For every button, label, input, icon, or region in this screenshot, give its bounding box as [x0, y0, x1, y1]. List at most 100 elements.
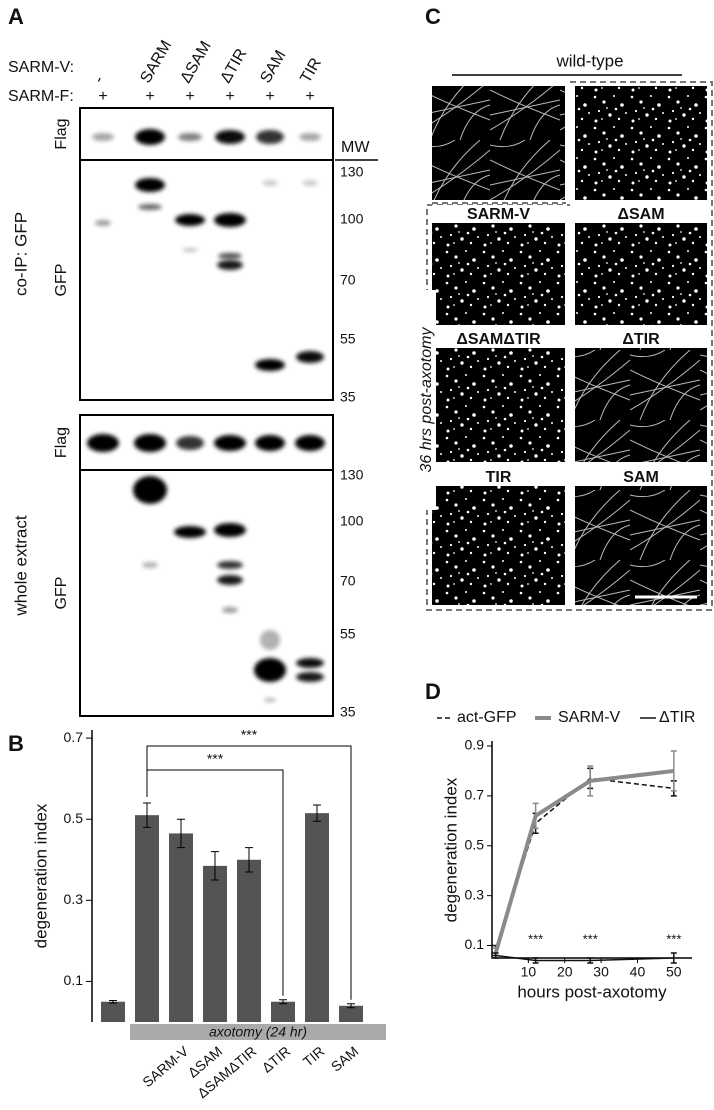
- x-axis-label: hours post-axotomy: [517, 982, 667, 1001]
- lane-sign: +: [265, 88, 274, 105]
- lane-sign: +: [225, 88, 234, 105]
- blot-band: [182, 248, 198, 252]
- mw-label: 100: [340, 513, 364, 529]
- blot-band: [296, 672, 324, 682]
- y-tick-label: 0.7: [465, 787, 485, 803]
- blot-band: [299, 133, 321, 141]
- mw-label: 55: [340, 331, 356, 347]
- mw-label: 130: [340, 467, 364, 483]
- row-label: SARM-V:: [8, 59, 74, 76]
- blot-band: [255, 359, 285, 371]
- lane-label: ΔTIR: [217, 46, 250, 86]
- blot-band: [217, 561, 243, 569]
- lane-sign: +: [98, 88, 107, 105]
- error-bar: [532, 802, 539, 830]
- blot-band: [264, 698, 276, 702]
- error-bar: [109, 1000, 117, 1004]
- error-bar: [279, 999, 287, 1005]
- group-bar: [130, 1024, 386, 1040]
- group-label: axotomy (24 hr): [209, 1024, 307, 1040]
- blot-title: co-IP: GFP: [11, 212, 30, 296]
- strip-label: Flag: [53, 118, 70, 149]
- blot-band: [176, 436, 204, 450]
- blot-border: [79, 414, 334, 717]
- blot-band: [262, 180, 278, 186]
- error-bar: [670, 952, 677, 964]
- blot-band: [135, 129, 165, 145]
- series-line: [495, 954, 674, 962]
- panel-label: B: [8, 731, 24, 756]
- x-tick-label: SARM-V: [139, 1042, 192, 1090]
- blot-band: [95, 220, 111, 226]
- bracket: [146, 745, 352, 1000]
- blot-band: [214, 523, 246, 537]
- series-line: [493, 768, 675, 954]
- x-tick-label: 30: [593, 964, 609, 980]
- panel-label: A: [8, 4, 24, 29]
- blot-band: [215, 130, 245, 144]
- mw-label: 70: [340, 272, 356, 288]
- lane-sign: +: [305, 88, 314, 105]
- x-tick-label: 40: [630, 964, 646, 980]
- micrograph: [575, 468, 707, 605]
- label-band: [432, 205, 565, 223]
- legend-label: SARM-V: [558, 709, 621, 726]
- mw-label: 35: [340, 704, 356, 720]
- blot-band: [256, 130, 284, 144]
- significance: ***: [207, 751, 224, 767]
- blot-band: [87, 434, 119, 452]
- strip-label: Flag: [53, 427, 70, 458]
- blot-border: [79, 107, 334, 401]
- y-tick-label: 0.5: [64, 810, 84, 826]
- micrograph: [575, 330, 707, 462]
- bar: [305, 813, 329, 1022]
- lane-sign: +: [145, 88, 154, 105]
- side-label: 36 hrs post-axotomy: [418, 327, 435, 473]
- y-tick-label: 0.7: [64, 729, 84, 745]
- error-bar: [347, 1003, 355, 1009]
- blot-band: [217, 260, 243, 270]
- blot-band: [134, 434, 166, 452]
- y-axis-label: degeneration index: [441, 777, 460, 922]
- blot-band: [133, 476, 167, 504]
- label-band: [432, 468, 565, 486]
- bar: [203, 865, 227, 1022]
- strip-label: GFP: [53, 264, 70, 297]
- error-bar: [587, 765, 594, 797]
- error-bar: [177, 818, 185, 849]
- x-tick-label: 10: [521, 964, 537, 980]
- error-bar: [532, 957, 539, 964]
- micro-label: ΔSAM: [617, 206, 664, 223]
- y-axis-label: degeneration index: [31, 803, 50, 948]
- legend-label: act-GFP: [457, 709, 517, 726]
- blot-band: [138, 204, 162, 210]
- blot-band: [295, 435, 325, 451]
- blot-frame: [80, 108, 333, 400]
- mw-label: 35: [340, 389, 356, 405]
- lane-sign: +: [185, 88, 194, 105]
- bar: [271, 1001, 295, 1022]
- bar: [135, 815, 159, 1022]
- error-bar: [670, 750, 677, 792]
- error-bar: [245, 847, 253, 873]
- error-bar: [143, 802, 151, 828]
- lane-label: SARM: [137, 38, 175, 87]
- blot-band: [296, 658, 324, 668]
- x-tick-label: TIR: [300, 1043, 328, 1070]
- significance: ***: [241, 727, 258, 743]
- micro-label: ΔSAMΔTIR: [456, 331, 541, 348]
- blot-band: [260, 630, 280, 650]
- mw-label: 55: [340, 626, 356, 642]
- blot-band: [296, 351, 324, 363]
- blot-band: [142, 562, 158, 568]
- micro-label: TIR: [486, 469, 512, 486]
- x-tick-label: ΔTIR: [259, 1043, 294, 1076]
- blot-band: [214, 213, 246, 227]
- label-band: [432, 330, 565, 348]
- label-band: [575, 468, 707, 486]
- significance: ***: [528, 931, 543, 946]
- micro-label: SARM-V: [467, 206, 530, 223]
- lane-label: -: [90, 73, 107, 86]
- bar: [237, 859, 261, 1022]
- x-tick-label: 50: [666, 964, 682, 980]
